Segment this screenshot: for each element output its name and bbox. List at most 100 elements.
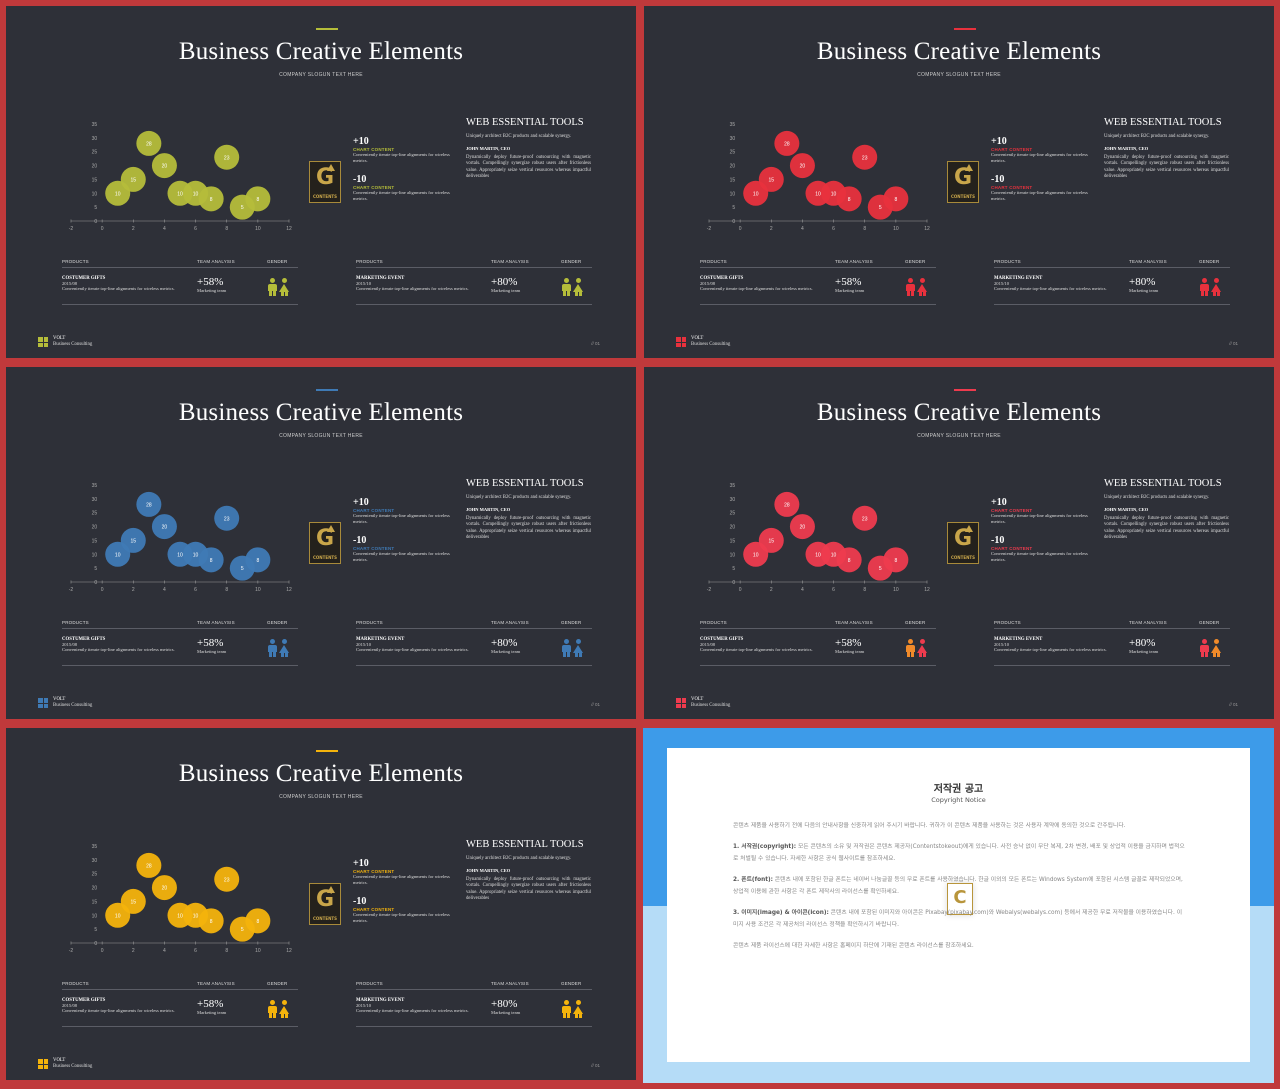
slide-title: Business Creative Elements bbox=[178, 399, 464, 426]
page-number: // 01 bbox=[591, 341, 600, 346]
volt-logo-icon bbox=[38, 698, 48, 708]
y-tick-label: 15 bbox=[730, 177, 736, 183]
product-name: COSTUMER GIFTS bbox=[62, 637, 106, 642]
slide-slogan: COMPANY SLOGUN TEXT HERE bbox=[279, 794, 363, 800]
product-name: MARKETING EVENT bbox=[356, 998, 405, 1003]
product-desc: Conveniently iterate top-line alignments… bbox=[994, 647, 1107, 652]
bubble-point: 20 bbox=[151, 153, 177, 179]
bubble-mark bbox=[774, 491, 800, 517]
bubble-mark bbox=[758, 527, 784, 553]
gender-icons bbox=[561, 639, 592, 657]
col-header: TEAM ANALYSIS bbox=[491, 620, 529, 625]
col-header: GENDER bbox=[267, 981, 288, 986]
bubble-point: 15 bbox=[120, 527, 146, 553]
col-header: PRODUCTS bbox=[994, 620, 1021, 625]
bubble-label: 20 bbox=[800, 525, 806, 531]
web-tools-para: Uniquely architect B2C products and scal… bbox=[466, 495, 572, 500]
female-icon bbox=[1211, 278, 1222, 296]
y-tick-label: 15 bbox=[92, 899, 98, 905]
product-date: 2015/10 bbox=[994, 281, 1010, 286]
product-table: PRODUCTS TEAM ANALYSIS GENDER COSTUMER G… bbox=[62, 259, 298, 305]
y-tick-label: 0 bbox=[94, 219, 97, 225]
bubble-label: 8 bbox=[894, 197, 897, 203]
bubble-label: 5 bbox=[879, 205, 882, 211]
slide-thumbnail-2[interactable]: Business Creative Elements COMPANY SLOGU… bbox=[644, 6, 1274, 358]
male-icon bbox=[267, 1000, 278, 1018]
x-tick-label: 0 bbox=[101, 948, 104, 954]
slide-thumbnail-1[interactable]: Business Creative Elements COMPANY SLOGU… bbox=[6, 6, 636, 358]
y-tick-label: 5 bbox=[732, 566, 735, 572]
x-tick-label: 6 bbox=[832, 587, 835, 593]
product-name: MARKETING EVENT bbox=[994, 276, 1043, 281]
bubble-label: 20 bbox=[162, 886, 168, 892]
x-tick-label: 8 bbox=[863, 226, 866, 232]
gender-icons bbox=[1199, 639, 1230, 657]
col-header: GENDER bbox=[561, 981, 582, 986]
slide-slogan: COMPANY SLOGUN TEXT HERE bbox=[279, 433, 363, 439]
metric-value: +10 bbox=[353, 497, 369, 508]
y-tick-label: 15 bbox=[92, 177, 98, 183]
page-number: // 01 bbox=[591, 1063, 600, 1068]
bubble-point: 28 bbox=[136, 852, 162, 878]
y-tick-label: 10 bbox=[730, 191, 736, 197]
bubble-mark bbox=[120, 888, 146, 914]
volt-logo-icon bbox=[38, 337, 48, 347]
metric-down: -10 CHART CONTENT Conveniently iterate t… bbox=[353, 174, 463, 202]
y-tick-label: 30 bbox=[730, 497, 736, 503]
web-tools-para: Uniquely architect B2C products and scal… bbox=[1104, 495, 1210, 500]
title-accent-line bbox=[316, 389, 338, 391]
gender-icons bbox=[267, 278, 298, 296]
x-tick-label: 4 bbox=[801, 587, 804, 593]
slide-thumbnail-3[interactable]: Business Creative Elements COMPANY SLOGU… bbox=[6, 367, 636, 719]
product-desc: Conveniently iterate top-line alignments… bbox=[62, 1008, 175, 1013]
female-icon bbox=[279, 639, 290, 657]
metric-value: +10 bbox=[991, 136, 1007, 147]
y-tick-label: 25 bbox=[92, 150, 98, 156]
female-icon bbox=[917, 278, 928, 296]
bubble-point: 8 bbox=[198, 186, 224, 212]
x-tick-label: 10 bbox=[893, 226, 899, 232]
copyright-notice-slide[interactable]: 저작권 공고 Copyright Notice C 콘텐츠 제품을 사용하기 전… bbox=[643, 728, 1274, 1083]
slide-footer: VOLT Business Consulting bbox=[38, 697, 92, 709]
y-tick-label: 35 bbox=[730, 122, 736, 128]
bubble-mark bbox=[758, 166, 784, 192]
x-tick-label: 6 bbox=[194, 226, 197, 232]
slide-footer: VOLT Business Consulting bbox=[38, 336, 92, 348]
footer-brand: VOLT bbox=[53, 336, 66, 341]
bubble-point: 8 bbox=[836, 186, 862, 212]
table-row: COSTUMER GIFTS 2015/08 Conveniently iter… bbox=[700, 268, 936, 305]
bubble-point: 8 bbox=[883, 547, 909, 573]
metric-desc: Conveniently iterate top-line alignments… bbox=[991, 513, 1088, 524]
bubble-label: 10 bbox=[815, 191, 821, 197]
x-tick-label: 10 bbox=[255, 587, 261, 593]
bubble-label: 5 bbox=[879, 566, 882, 572]
y-tick-label: 0 bbox=[94, 941, 97, 947]
bubble-point: 23 bbox=[214, 866, 240, 892]
metric-up: +10 CHART CONTENT Conveniently iterate t… bbox=[353, 136, 463, 164]
metric-value: +10 bbox=[353, 858, 369, 869]
bubble-label: 15 bbox=[131, 177, 137, 183]
web-tools-author: JOHN MARTIN, CEO bbox=[466, 145, 511, 151]
bubble-mark bbox=[836, 547, 862, 573]
team-percent: +80% bbox=[491, 637, 518, 649]
footer-brand: VOLT bbox=[53, 697, 66, 702]
product-date: 2015/08 bbox=[700, 281, 716, 286]
male-icon bbox=[267, 278, 278, 296]
web-tools-author: JOHN MARTIN, CEO bbox=[466, 867, 511, 873]
metric-label: CHART CONTENT bbox=[991, 147, 1033, 152]
slide-thumbnail-5[interactable]: Business Creative Elements COMPANY SLOGU… bbox=[6, 728, 636, 1080]
volt-logo-icon bbox=[676, 698, 686, 708]
x-tick-label: 0 bbox=[739, 226, 742, 232]
notice-card: 저작권 공고 Copyright Notice C 콘텐츠 제품을 사용하기 전… bbox=[667, 748, 1250, 1062]
web-tools-title: WEB ESSENTIAL TOOLS bbox=[1104, 117, 1222, 128]
product-name: COSTUMER GIFTS bbox=[700, 276, 744, 281]
bubble-mark bbox=[789, 514, 815, 540]
product-name: MARKETING EVENT bbox=[356, 637, 405, 642]
bubble-label: 10 bbox=[831, 552, 837, 558]
y-tick-label: 20 bbox=[92, 886, 98, 892]
y-tick-label: 25 bbox=[730, 511, 736, 517]
slide-thumbnail-4[interactable]: Business Creative Elements COMPANY SLOGU… bbox=[644, 367, 1274, 719]
team-percent: +80% bbox=[1129, 276, 1156, 288]
bubble-label: 8 bbox=[210, 558, 213, 564]
footer-sub: Business Consulting bbox=[53, 703, 93, 708]
